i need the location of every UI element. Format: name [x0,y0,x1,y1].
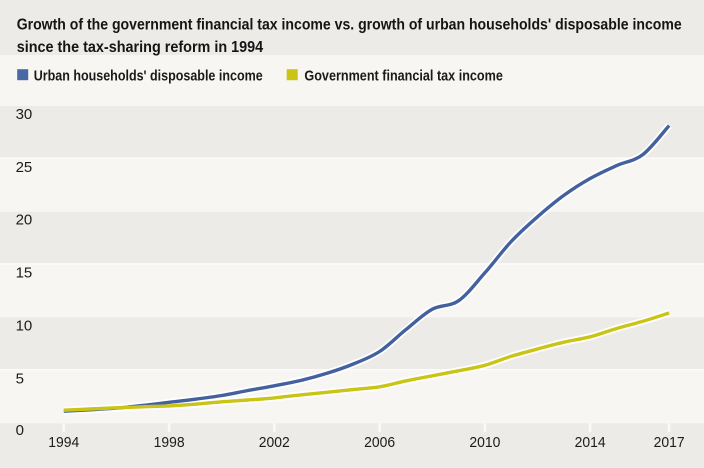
svg-text:Urban households' disposable i: Urban households' disposable income [34,67,263,84]
svg-text:2006: 2006 [364,434,395,451]
svg-text:20: 20 [16,212,33,229]
svg-text:1998: 1998 [154,434,185,451]
svg-text:30: 30 [16,106,33,123]
svg-text:15: 15 [16,265,33,282]
svg-text:Government financial tax incom: Government financial tax income [304,67,503,84]
svg-text:0: 0 [16,422,24,439]
svg-text:2010: 2010 [469,434,500,451]
svg-text:since the tax-sharing reform i: since the tax-sharing reform in 1994 [17,39,264,56]
svg-text:10: 10 [16,317,33,334]
svg-text:Growth of the government finan: Growth of the government financial tax i… [17,17,682,34]
svg-text:2017: 2017 [654,434,685,451]
svg-text:2002: 2002 [259,434,290,451]
svg-text:1994: 1994 [48,434,79,451]
svg-text:2014: 2014 [575,434,606,451]
svg-text:5: 5 [16,370,24,387]
svg-text:25: 25 [16,159,33,176]
